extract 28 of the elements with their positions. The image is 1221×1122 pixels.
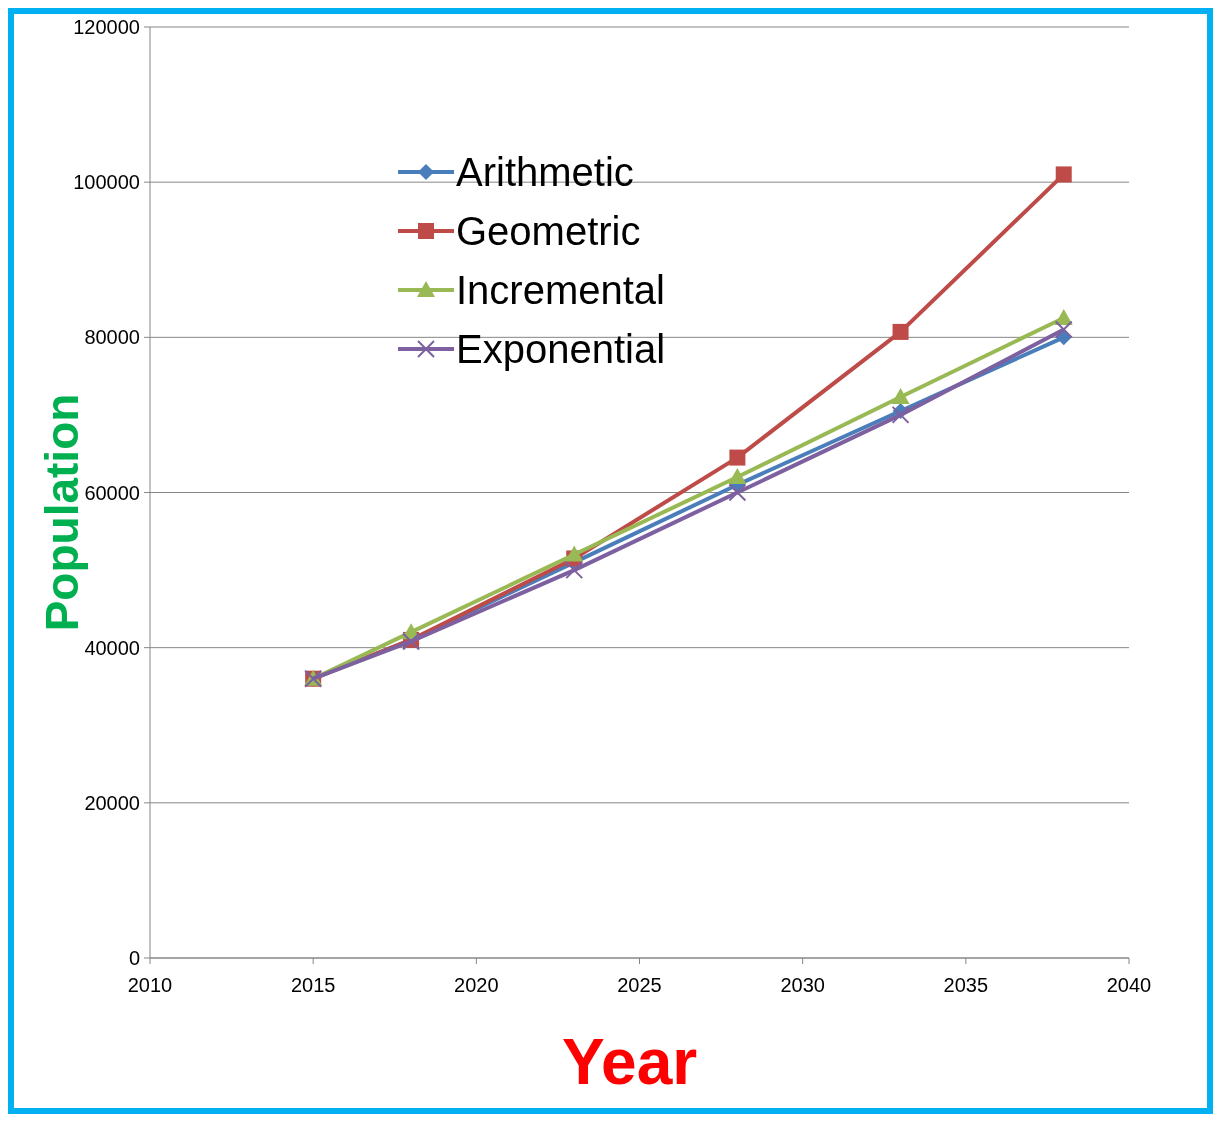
point	[892, 323, 909, 340]
point	[891, 388, 910, 405]
y-tick-label: 100000	[73, 171, 140, 194]
x-tick-label: 2010	[127, 974, 173, 996]
point	[1055, 166, 1072, 183]
y-tick-label: 80000	[84, 326, 140, 349]
x-axis-title: Year	[561, 1026, 698, 1098]
x-tick-label: 2020	[454, 974, 499, 996]
y-tick-label: 120000	[73, 16, 140, 38]
point	[565, 545, 584, 562]
y-tick-label: 40000	[84, 636, 140, 659]
point	[891, 405, 910, 424]
legend-label: Arithmetic	[456, 150, 634, 194]
y-tick-label: 20000	[84, 791, 140, 814]
legend-label: Geometric	[456, 209, 641, 253]
point	[728, 483, 747, 502]
point	[565, 561, 584, 580]
x-tick-label: 2040	[1106, 974, 1152, 996]
x-tick-label: 2030	[780, 974, 825, 996]
point	[728, 467, 747, 484]
y-tick-label: 0	[128, 947, 140, 969]
x-tick-label: 2015	[290, 974, 336, 996]
x-tick-label: 2035	[943, 974, 989, 996]
x-tick-label: 2025	[617, 974, 662, 996]
point	[729, 449, 746, 466]
legend-label: Incremental	[456, 268, 665, 312]
point	[1054, 320, 1073, 339]
legend-label: Exponential	[456, 327, 666, 371]
